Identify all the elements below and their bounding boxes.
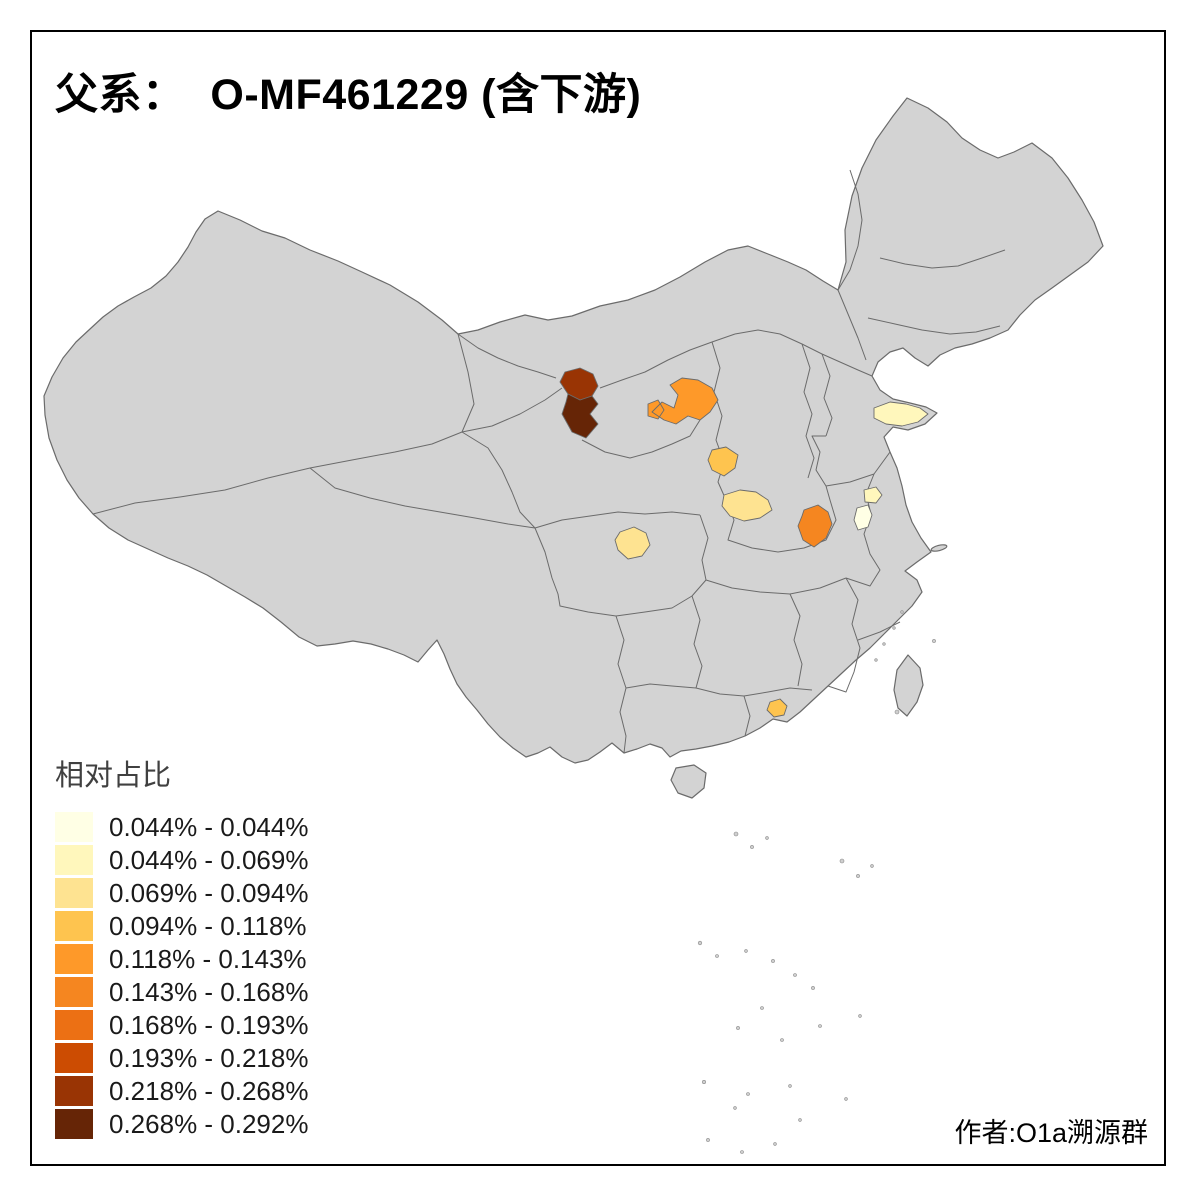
legend-label: 0.118% - 0.143%	[109, 943, 307, 974]
legend-title: 相对占比	[55, 760, 172, 792]
legend-swatch	[55, 812, 93, 842]
legend-swatch	[55, 1010, 93, 1040]
map-highlight-region	[561, 393, 599, 439]
legend-swatch	[55, 944, 93, 974]
hainan-island	[670, 764, 707, 799]
legend-row: 0.268% - 0.292%	[55, 1109, 308, 1139]
legend-row: 0.118% - 0.143%	[55, 944, 308, 974]
map-highlight-region	[721, 489, 773, 522]
legend-row: 0.044% - 0.044%	[55, 812, 308, 842]
south-china-sea-islands	[697, 610, 936, 1154]
legend-row: 0.044% - 0.069%	[55, 845, 308, 875]
page-title: 父系： O-MF461229 (含下游)	[55, 71, 642, 119]
legend-label: 0.143% - 0.168%	[109, 976, 309, 1007]
legend-swatch	[55, 878, 93, 908]
taiwan-island	[893, 654, 924, 717]
legend-label: 0.193% - 0.218%	[109, 1042, 309, 1073]
legend-row: 0.143% - 0.168%	[55, 977, 308, 1007]
legend-swatch	[55, 977, 93, 1007]
mainland-group	[43, 97, 1104, 799]
map-highlight-region	[766, 698, 788, 718]
legend-label: 0.044% - 0.069%	[109, 844, 309, 875]
legend-swatch	[55, 845, 93, 875]
map-highlight-region	[853, 504, 873, 531]
legend-row: 0.168% - 0.193%	[55, 1010, 308, 1040]
map-highlight-region	[614, 526, 651, 560]
map-highlight-region	[707, 446, 739, 477]
legend-label: 0.168% - 0.193%	[109, 1009, 309, 1040]
legend-swatch	[55, 911, 93, 941]
legend-row: 0.069% - 0.094%	[55, 878, 308, 908]
map-highlight-region	[647, 377, 719, 425]
legend-label: 0.044% - 0.044%	[109, 811, 309, 842]
legend-swatch	[55, 1109, 93, 1139]
province-borders	[92, 169, 1006, 754]
legend-row: 0.218% - 0.268%	[55, 1076, 308, 1106]
legend-label: 0.218% - 0.268%	[109, 1075, 309, 1106]
map-highlight-region	[797, 504, 833, 548]
legend-label: 0.268% - 0.292%	[109, 1108, 309, 1139]
legend-row: 0.094% - 0.118%	[55, 911, 308, 941]
legend-row: 0.193% - 0.218%	[55, 1043, 308, 1073]
legend-swatch	[55, 1043, 93, 1073]
map-highlight-region	[863, 486, 883, 504]
legend-label: 0.069% - 0.094%	[109, 877, 309, 908]
legend-swatch	[55, 1076, 93, 1106]
chongming-island	[930, 544, 948, 552]
legend-label: 0.094% - 0.118%	[109, 910, 307, 941]
legend: 相对占比 0.044% - 0.044% 0.044% - 0.069% 0.0…	[55, 752, 308, 1142]
author-credit: 作者:O1a溯源群	[954, 1118, 1148, 1148]
highlight-regions	[559, 367, 929, 718]
map-highlight-region	[873, 401, 929, 427]
